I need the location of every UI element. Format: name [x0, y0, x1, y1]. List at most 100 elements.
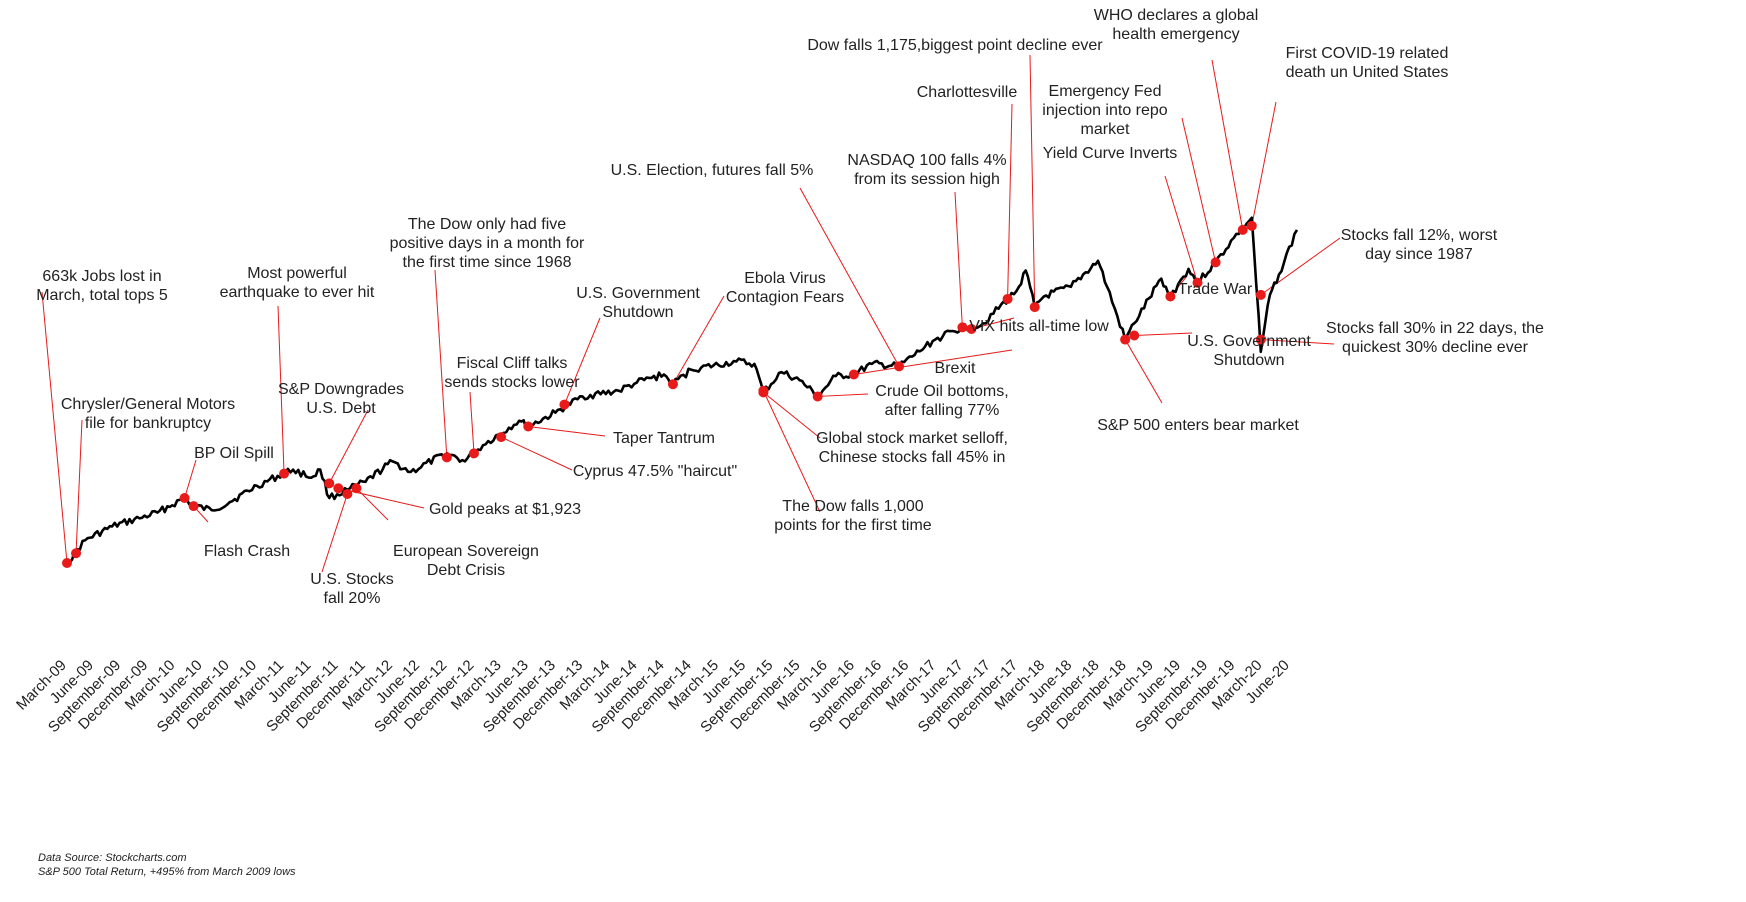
annotation-leader [1007, 103, 1013, 299]
event-marker [1255, 289, 1266, 300]
annotation-label: VIX hits all-time low [969, 318, 1109, 335]
annotation-label: Yield Curve Inverts [1043, 145, 1178, 162]
event-marker [1210, 257, 1221, 268]
event-marker [1129, 330, 1140, 341]
event-marker [894, 361, 905, 372]
annotation-leader [762, 390, 821, 513]
event-marker [342, 488, 353, 499]
annotation-leader [1029, 54, 1036, 308]
annotation-label: Ebola Virus Contagion Fears [726, 270, 844, 306]
annotation-label: Flash Crash [204, 543, 290, 560]
annotation-leader [799, 187, 900, 367]
return-note: S&P 500 Total Return, +495% from March 2… [38, 866, 296, 878]
annotation-leader [563, 317, 601, 405]
annotation-label: Brexit [935, 360, 976, 377]
annotation-leader [763, 391, 821, 439]
annotation-label: Gold peaks at $1,923 [429, 501, 581, 518]
annotation-label: Emergency Fed injection into repo market [1042, 83, 1168, 138]
annotation-label: Stocks fall 30% in 22 days, the quickest … [1326, 320, 1544, 356]
event-marker [957, 322, 968, 333]
annotation-leader [41, 291, 68, 564]
annotation-label: Taper Tantrum [613, 430, 715, 447]
annotation-leader [277, 305, 285, 474]
annotation-leader [469, 391, 475, 454]
annotation-label: Stocks fall 12%, worst day since 1987 [1341, 227, 1498, 263]
annotation-label: Most powerful earthquake to ever hit [220, 265, 375, 301]
annotation-leader [184, 459, 197, 499]
event-marker [758, 385, 769, 396]
annotation-label: Charlottesville [917, 84, 1018, 101]
annotation-labels: 663k Jobs lost in March, total tops 5 Chry… [36, 7, 1544, 607]
event-markers [62, 220, 1266, 568]
event-marker [667, 379, 678, 390]
event-marker [441, 452, 452, 463]
annotation-label: Cyprus 47.5% "haircut" [573, 463, 737, 480]
event-marker [1237, 224, 1248, 235]
annotation-label: Crude Oil bottoms, after falling 77% [875, 383, 1008, 419]
annotation-leader [1134, 332, 1193, 336]
annotation-label: 663k Jobs lost in March, total tops 5 [36, 268, 168, 304]
annotation-leader [853, 349, 1013, 375]
annotation-leader [1211, 59, 1244, 230]
annotation-label: S&P Downgrades U.S. Debt [278, 381, 404, 417]
price-line [66, 216, 1299, 565]
event-marker [1165, 291, 1176, 302]
event-marker [62, 558, 72, 568]
annotation-label: WHO declares a global health emergency [1094, 7, 1259, 43]
annotation-leader [500, 436, 573, 471]
event-marker [179, 493, 190, 503]
event-marker [468, 448, 479, 459]
annotation-label: Fiscal Cliff talks sends stocks lower [444, 355, 580, 391]
annotation-label: Global stock market selloff, Chinese stoc… [816, 430, 1008, 466]
event-marker [523, 421, 534, 432]
annotation-leaders [41, 54, 1341, 573]
annotation-leader [1164, 175, 1198, 283]
annotation-label: The Dow falls 1,000 points for the first … [774, 498, 931, 534]
annotation-label: European Sovereign Debt Crisis [393, 543, 539, 579]
annotation-label: Dow falls 1,175,biggest point decline ev… [807, 37, 1103, 54]
annotation-label: S&P 500 enters bear market [1097, 417, 1299, 434]
event-marker [966, 324, 977, 334]
annotation-label: The Dow only had five positive days in a … [390, 216, 585, 271]
annotation-leader [528, 426, 606, 437]
event-marker [1255, 334, 1266, 345]
event-marker [1120, 334, 1131, 345]
event-marker [279, 468, 290, 479]
annotation-label: U.S. Government Shutdown [1187, 333, 1311, 369]
event-marker [351, 483, 362, 494]
annotation-label: Chrysler/General Motors file for bankrupt… [61, 396, 235, 432]
annotation-label: U.S. Government Shutdown [576, 285, 700, 321]
annotation-leader [75, 419, 83, 554]
annotation-label: U.S. Election, futures fall 5% [611, 162, 814, 179]
x-axis-ticks: March-09June-09September-09December-09Ma… [13, 657, 1293, 736]
event-marker [1029, 302, 1040, 313]
event-marker [812, 391, 823, 402]
annotation-leader [321, 493, 348, 573]
event-marker [848, 369, 859, 380]
event-marker [1192, 277, 1203, 288]
event-marker [188, 501, 199, 512]
annotation-label: NASDAQ 100 falls 4% from its session high [847, 152, 1006, 188]
event-marker [496, 432, 507, 443]
event-marker [333, 483, 344, 494]
annotation-label: BP Oil Spill [194, 445, 274, 462]
event-marker [559, 399, 570, 410]
event-marker [71, 548, 82, 559]
annotation-leader [1124, 339, 1163, 404]
annotation-leader [1251, 101, 1277, 226]
annotation-leader [328, 409, 369, 484]
event-marker [1002, 293, 1013, 304]
annotation-leader [434, 269, 448, 458]
event-marker [324, 478, 335, 489]
annotation-leader [1181, 117, 1217, 263]
annotation-leader [817, 393, 869, 397]
annotation-label: First COVID-19 related death un United St… [1286, 45, 1449, 81]
annotation-leader [338, 487, 425, 509]
annotation-leader [672, 295, 725, 385]
annotation-leader [954, 191, 963, 328]
annotation-label: Trade War [1178, 281, 1253, 298]
event-marker [1246, 220, 1257, 231]
data-source-note: Data Source: Stockcharts.com [38, 852, 187, 864]
annotation-label: U.S. Stocks fall 20% [310, 571, 394, 607]
